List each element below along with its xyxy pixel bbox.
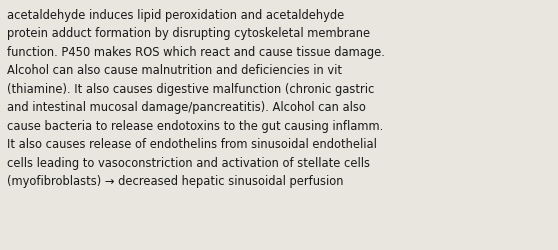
Text: acetaldehyde induces lipid peroxidation and acetaldehyde
protein adduct formatio: acetaldehyde induces lipid peroxidation … bbox=[7, 9, 385, 188]
